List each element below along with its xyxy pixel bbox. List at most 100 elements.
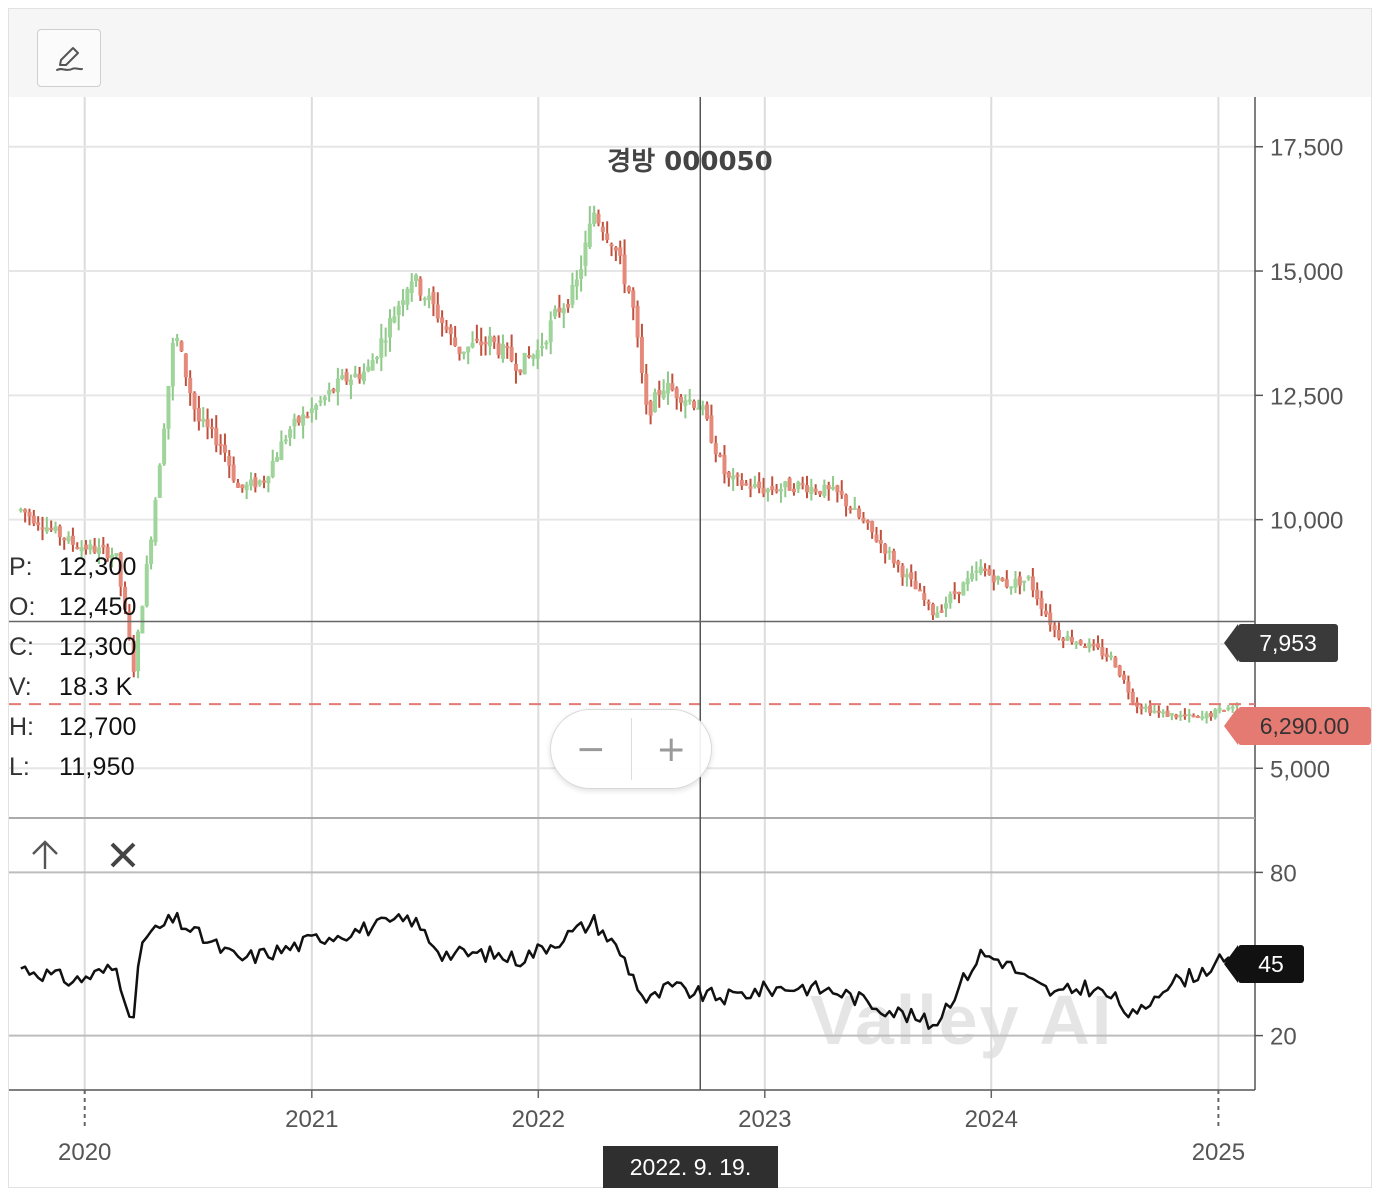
candle-body — [1113, 657, 1118, 668]
zoom-out-button[interactable]: − — [575, 728, 606, 770]
candle-body — [613, 247, 618, 251]
candle-body — [652, 392, 657, 412]
candle-body — [444, 326, 449, 330]
candle-body — [726, 472, 731, 478]
zoom-in-button[interactable]: + — [656, 728, 687, 770]
candle-body — [1130, 691, 1135, 703]
candle-body — [201, 418, 206, 422]
candle-body — [596, 213, 601, 224]
candle-body — [88, 544, 93, 550]
candle-body — [18, 508, 23, 511]
year-tick-label: 2023 — [738, 1106, 791, 1133]
candle-body — [913, 580, 918, 590]
candle-body — [314, 405, 319, 411]
candle-body — [296, 416, 301, 423]
remove-indicator-button[interactable] — [103, 835, 143, 875]
candle-body — [218, 443, 223, 446]
candle-body — [991, 575, 996, 583]
ohlc-high-value: 12,700 — [59, 713, 137, 741]
candle-body — [309, 408, 314, 413]
last-price-tag: 6,290.00 — [1224, 707, 1371, 745]
candle-body — [318, 400, 323, 403]
candle-body — [744, 483, 749, 486]
move-indicator-up-button[interactable] — [25, 835, 65, 875]
candle-body — [770, 486, 775, 491]
candle-body — [188, 377, 193, 394]
candle-body — [917, 589, 922, 592]
indicator-line — [20, 911, 1239, 1030]
candle-body — [674, 388, 679, 399]
candle-body — [1126, 681, 1131, 693]
candle-body — [1139, 706, 1144, 710]
candle-body — [531, 354, 536, 359]
candle-body — [739, 480, 744, 486]
candle-body — [183, 353, 188, 378]
candle-body — [361, 371, 366, 382]
candle-body — [479, 341, 484, 346]
candle-body — [700, 405, 705, 410]
candle-body — [791, 488, 796, 493]
candle-body — [1056, 630, 1061, 639]
candle-body — [1030, 576, 1035, 591]
candle-body — [996, 576, 1001, 581]
candle-body — [948, 593, 953, 604]
candle-body — [118, 552, 123, 587]
candle-body — [31, 515, 36, 524]
indicator-tick-label: 80 — [1270, 860, 1297, 887]
candle-body — [327, 389, 332, 395]
candle-body — [83, 544, 88, 550]
candle-body — [526, 355, 531, 358]
candle-body — [626, 286, 631, 292]
candle-body — [605, 233, 610, 241]
candle-body — [544, 342, 549, 345]
candle-body — [79, 547, 84, 552]
candle-body — [848, 508, 853, 511]
candle-body — [1204, 713, 1209, 719]
candle-body — [939, 610, 944, 613]
candle-body — [631, 290, 636, 308]
price-tick-label: 15,000 — [1270, 259, 1343, 286]
candle-body — [214, 427, 219, 445]
candle-body — [209, 426, 214, 429]
candle-body — [509, 346, 514, 361]
candle-body — [644, 373, 649, 405]
price-tick-label: 10,000 — [1270, 508, 1343, 535]
candle-body — [62, 538, 67, 541]
candle-body — [1039, 597, 1044, 609]
candle-body — [114, 553, 119, 557]
price-tick-label: 5,000 — [1270, 756, 1330, 783]
year-tick-label: 2024 — [965, 1106, 1018, 1133]
candle-body — [244, 484, 249, 491]
candle-body — [1100, 647, 1105, 656]
candle-body — [900, 565, 905, 578]
candle-body — [522, 353, 527, 375]
candle-body — [1200, 716, 1205, 719]
candle-body — [140, 606, 145, 634]
candle-body — [1026, 576, 1031, 579]
candle-body — [401, 300, 406, 305]
year-tick-label: 2025 — [1192, 1139, 1245, 1166]
ohlc-close-value: 12,300 — [59, 633, 137, 661]
candle-body — [1017, 576, 1022, 586]
price-tick-label: 17,500 — [1270, 135, 1343, 162]
candle-body — [670, 383, 675, 391]
candle-body — [935, 612, 940, 618]
candle-body — [257, 480, 262, 485]
candle-body — [1091, 644, 1096, 647]
candle-body — [170, 342, 175, 387]
candle-body — [101, 544, 106, 548]
candle-body — [227, 455, 232, 466]
candle-body — [149, 539, 154, 565]
candle-body — [27, 511, 32, 517]
candle-body — [53, 526, 58, 531]
ohlc-readout: P: 12,300 O: 12,450 C: 12,300 V: 18.3 K H: 12… — [9, 553, 137, 781]
candle-body — [292, 418, 297, 427]
candle-body — [600, 226, 605, 232]
candle-body — [396, 305, 401, 316]
draw-tool-button[interactable] — [37, 29, 101, 87]
candle-body — [761, 487, 766, 494]
candle-body — [622, 254, 627, 285]
candle-body — [579, 269, 584, 279]
chart-toolbar — [9, 9, 1371, 97]
